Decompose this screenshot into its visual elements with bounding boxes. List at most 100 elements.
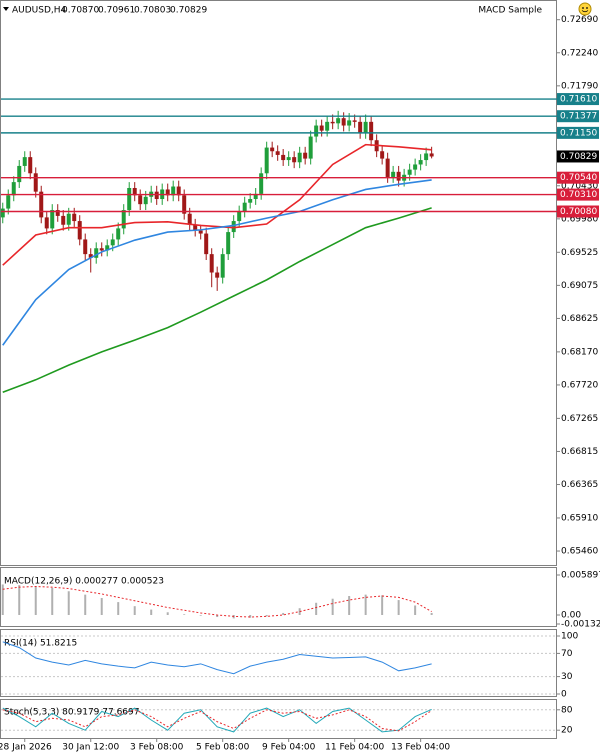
y-tick-label: 0.69075 [561, 281, 598, 291]
x-tick-label: 13 Feb 04:00 [391, 743, 450, 753]
candle-body [297, 152, 302, 163]
histogram-bar [430, 612, 433, 615]
level-label: 0.71150 [560, 128, 597, 138]
y-tick-label: 0.68625 [561, 314, 598, 324]
histogram-bar [166, 612, 169, 615]
candle-body [121, 210, 126, 229]
candle-body [143, 196, 148, 205]
candle-body [281, 154, 286, 161]
candle-body [66, 213, 71, 225]
histogram-bar [364, 594, 367, 615]
smiley-mouth [581, 10, 589, 13]
ohlc-low: 0.70803 [134, 6, 171, 16]
candle-body [22, 157, 27, 166]
symbol-menu-arrow[interactable] [3, 7, 9, 11]
moving-average [2, 143, 432, 266]
moving-average [2, 179, 432, 346]
candle-body [424, 153, 429, 161]
x-tick-label: 3 Feb 08:00 [130, 743, 184, 753]
level-label-box [557, 188, 599, 201]
y-tick-label: 0.72690 [561, 15, 598, 25]
histogram-bar [397, 600, 400, 615]
histogram-bar [51, 587, 54, 615]
histogram-bar [282, 612, 285, 615]
candle-body [187, 213, 192, 225]
y-tick-label: 0.66365 [561, 480, 598, 490]
stoch-panel [0, 699, 557, 739]
histogram-bar [150, 609, 153, 615]
candle-body [138, 195, 143, 205]
smiley-face [578, 2, 592, 16]
candle-body [28, 157, 33, 174]
candle-body [407, 169, 412, 175]
histogram-bar [100, 598, 103, 615]
histogram-bar [18, 585, 21, 615]
candle-body [231, 221, 236, 233]
histogram-bar [133, 606, 136, 615]
candle-body [55, 210, 60, 216]
last-price-box [557, 150, 599, 163]
symbol-title: AUDUSD,H4 [12, 6, 67, 16]
histogram-bar [117, 602, 120, 615]
histogram-bar [34, 586, 37, 615]
candle-body [72, 213, 77, 222]
y-tick-label: 0.71790 [561, 81, 598, 91]
x-tick-label: 30 Jan 12:00 [62, 743, 119, 753]
candle-body [11, 182, 16, 196]
candle-body [209, 254, 214, 273]
candle-body [242, 202, 247, 212]
histogram-bar [183, 614, 186, 615]
x-tick-label: 11 Feb 04:00 [325, 743, 384, 753]
smiley-eye [586, 7, 588, 9]
level-label-box [557, 126, 599, 139]
y-tick-label: 0.68170 [561, 347, 598, 357]
histogram-bar [414, 605, 417, 615]
expert-icon[interactable] [578, 2, 592, 16]
y-tick-label: 0.65910 [561, 513, 598, 523]
candle-body [33, 173, 38, 192]
y-tick-label: 0 [561, 690, 567, 700]
price-panel [0, 0, 557, 566]
candle-body [303, 152, 308, 159]
candle-body [6, 195, 11, 209]
macd-panel [0, 567, 557, 627]
candle-body [286, 157, 291, 161]
candle-body [248, 199, 253, 203]
level-label: 0.70540 [560, 173, 597, 183]
candle-body [226, 232, 231, 255]
level-label-box [557, 205, 599, 218]
ohlc-open: 0.70870 [62, 6, 99, 16]
candle-body [39, 191, 44, 218]
level-label: 0.70310 [560, 190, 597, 200]
expert-name: MACD Sample [478, 6, 542, 16]
candle-body [275, 151, 280, 155]
candle-body [220, 254, 225, 278]
candle-body [204, 233, 209, 255]
candle-body [61, 215, 66, 225]
level-label-box [557, 93, 599, 106]
candle-body [396, 171, 401, 181]
candle-body [176, 186, 181, 196]
histogram-bar [216, 614, 219, 618]
candle-body [165, 189, 170, 196]
y-tick-label: 0.65460 [561, 547, 598, 557]
candle-body [341, 118, 346, 126]
indicator-line [2, 707, 432, 733]
y-tick-label: 0.69525 [561, 248, 598, 258]
candle-body [325, 121, 330, 131]
y-tick-label: 100 [561, 632, 578, 642]
y-tick-label: 0.67720 [561, 380, 598, 390]
x-tick-label: 28 Jan 2026 [0, 743, 52, 753]
y-tick-label: 80 [561, 705, 573, 715]
histogram-bar [249, 614, 252, 618]
x-tick-label: 9 Feb 04:00 [262, 743, 316, 753]
level-label: 0.70080 [560, 207, 597, 217]
histogram-bar [381, 595, 384, 615]
candle-body [110, 239, 115, 246]
candle-body [127, 187, 132, 211]
panel-label: RSI(14) 51.8215 [4, 639, 77, 649]
candle-body [17, 165, 22, 183]
y-tick-label: 0.70430 [561, 181, 598, 191]
candle-body [347, 120, 352, 126]
